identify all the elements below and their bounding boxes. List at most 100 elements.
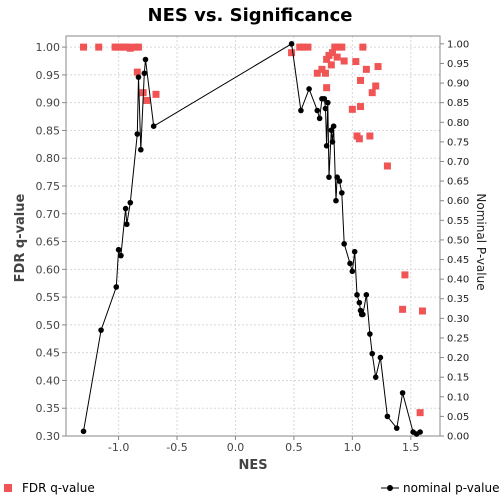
fdr-point <box>80 43 88 51</box>
y-right-tick-label: 0.50 <box>447 235 469 246</box>
y-right-tick-label: 0.05 <box>447 412 469 423</box>
nominal-point <box>314 107 321 114</box>
nominal-point <box>363 292 370 298</box>
nominal-point <box>134 131 141 137</box>
nominal-point <box>326 174 332 180</box>
nominal-point <box>333 197 339 204</box>
nominal-point <box>367 331 373 337</box>
nominal-point <box>384 413 391 420</box>
legend-fdr-swatch <box>4 484 12 492</box>
nominal-point <box>336 178 343 184</box>
y-right-tick-label: 0.25 <box>447 333 469 344</box>
y-axis-left-ticks: 0.30 0.35 0.40 0.45 0.50 0.55 0.60 0.65 0.70 0.75… <box>36 41 66 443</box>
nominal-point <box>288 41 295 47</box>
nominal-point <box>322 105 329 112</box>
nominal-point <box>349 268 356 275</box>
y-right-tick-label: 0.00 <box>447 432 469 443</box>
y-right-tick-label: 0.65 <box>447 177 469 188</box>
fdr-point <box>357 103 365 111</box>
nominal-point <box>142 56 149 63</box>
grid-lines <box>66 36 440 437</box>
y-right-tick-label: 1.00 <box>447 39 469 50</box>
fdr-point <box>299 43 307 51</box>
nominal-point <box>329 139 336 145</box>
nominal-point <box>325 99 331 106</box>
legend-fdr-label: FDR q-value <box>22 481 95 495</box>
fdr-point <box>399 305 407 313</box>
fdr-point <box>131 43 139 51</box>
nominal-point <box>417 429 423 435</box>
fdr-point <box>323 55 331 63</box>
y-left-tick-label: 0.45 <box>36 347 61 360</box>
nominal-point <box>98 327 104 333</box>
fdr-point <box>323 84 331 92</box>
fdr-point <box>296 43 304 51</box>
fdr-point <box>372 82 380 90</box>
nominal-point <box>399 390 406 396</box>
fdr-point <box>416 409 424 417</box>
fdr-point <box>143 96 151 104</box>
nominal-point <box>369 350 376 357</box>
y-left-tick-label: 1.00 <box>36 41 61 54</box>
y-left-tick-label: 0.90 <box>36 97 61 110</box>
fdr-point <box>383 162 391 170</box>
nominal-point <box>298 107 304 114</box>
x-tick-label: 1.5 <box>402 441 420 454</box>
fdr-point <box>313 69 321 77</box>
nominal-point <box>150 123 157 129</box>
nominal-point <box>316 115 323 122</box>
fdr-point <box>334 43 342 51</box>
x-axis-label: NES <box>238 458 267 473</box>
fdr-point <box>327 61 335 69</box>
y-axis-right-ticks: 0.00 0.05 0.10 0.15 0.20 0.25 0.30 0.35 0.40 0.45… <box>440 39 469 443</box>
nominal-point <box>127 199 134 206</box>
fdr-point <box>134 43 142 51</box>
y-left-tick-label: 0.65 <box>36 236 61 249</box>
plot-area <box>65 35 441 437</box>
y-right-tick-label: 0.60 <box>447 196 469 207</box>
x-tick-label: 0.5 <box>285 441 303 454</box>
fdr-point <box>318 65 326 73</box>
nominal-point <box>118 252 124 259</box>
nominal-point <box>306 86 312 92</box>
series-nominal-p-value <box>80 41 423 437</box>
nominal-point <box>80 428 87 435</box>
nominal-point <box>122 205 129 212</box>
y-right-tick-label: 0.10 <box>447 392 469 403</box>
y-left-tick-label: 0.30 <box>36 430 61 443</box>
y-right-tick-label: 0.75 <box>447 137 469 148</box>
nominal-point <box>339 190 345 196</box>
y-left-tick-label: 0.40 <box>36 374 61 387</box>
fdr-point <box>418 307 426 315</box>
y-right-tick-label: 0.85 <box>447 98 469 109</box>
fdr-point <box>340 57 348 65</box>
fdr-point <box>325 51 333 59</box>
y-left-tick-label: 0.55 <box>36 291 61 304</box>
y-axis-left-label: FDR q-value <box>13 193 28 282</box>
fdr-point <box>338 43 346 51</box>
nominal-point <box>354 292 360 298</box>
fdr-point <box>288 49 296 57</box>
x-tick-label: 1.0 <box>344 441 362 454</box>
y-right-tick-label: 0.35 <box>447 294 469 305</box>
fdr-point <box>321 69 329 77</box>
fdr-point <box>95 43 103 51</box>
nominal-point <box>341 241 347 247</box>
fdr-point <box>359 43 367 51</box>
y-left-tick-label: 0.60 <box>36 263 61 276</box>
y-right-tick-label: 0.70 <box>447 157 469 168</box>
fdr-point <box>355 135 363 143</box>
nominal-point <box>330 123 337 129</box>
x-tick-label: -0.5 <box>166 441 187 454</box>
nominal-point <box>135 74 142 80</box>
fdr-point <box>401 271 409 279</box>
nominal-line <box>83 42 421 435</box>
nominal-point <box>360 311 366 318</box>
y-left-tick-label: 0.70 <box>36 208 61 221</box>
fdr-point <box>331 43 339 51</box>
nominal-point <box>115 246 122 253</box>
chart-title: NES vs. Significance <box>148 5 353 26</box>
legend: FDR q-value nominal p-value <box>4 481 499 495</box>
nominal-point <box>141 70 148 77</box>
